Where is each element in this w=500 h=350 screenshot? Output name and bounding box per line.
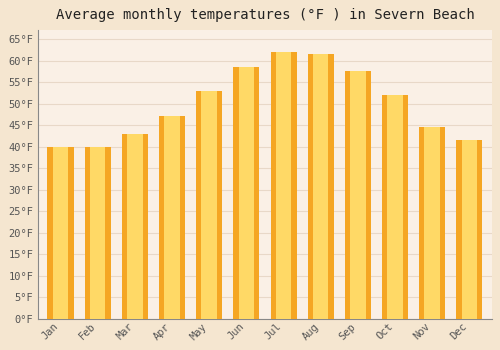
Bar xyxy=(270,52,296,318)
Bar xyxy=(164,117,180,318)
Bar xyxy=(345,71,371,318)
Title: Average monthly temperatures (°F ) in Severn Beach: Average monthly temperatures (°F ) in Se… xyxy=(56,8,474,22)
Bar xyxy=(424,127,440,318)
Bar xyxy=(196,91,222,318)
Bar xyxy=(202,91,217,318)
Bar xyxy=(234,67,260,318)
Bar xyxy=(276,52,291,318)
Bar xyxy=(127,134,142,318)
Bar xyxy=(313,54,328,318)
Bar xyxy=(122,134,148,318)
Bar xyxy=(90,147,106,318)
Bar xyxy=(159,117,185,318)
Bar xyxy=(308,54,334,318)
Bar xyxy=(48,147,74,318)
Bar xyxy=(382,95,408,318)
Bar xyxy=(52,147,68,318)
Bar xyxy=(419,127,445,318)
Bar xyxy=(84,147,110,318)
Bar xyxy=(387,95,403,318)
Bar xyxy=(238,67,254,318)
Bar xyxy=(462,140,477,318)
Bar xyxy=(456,140,482,318)
Bar xyxy=(350,71,366,318)
